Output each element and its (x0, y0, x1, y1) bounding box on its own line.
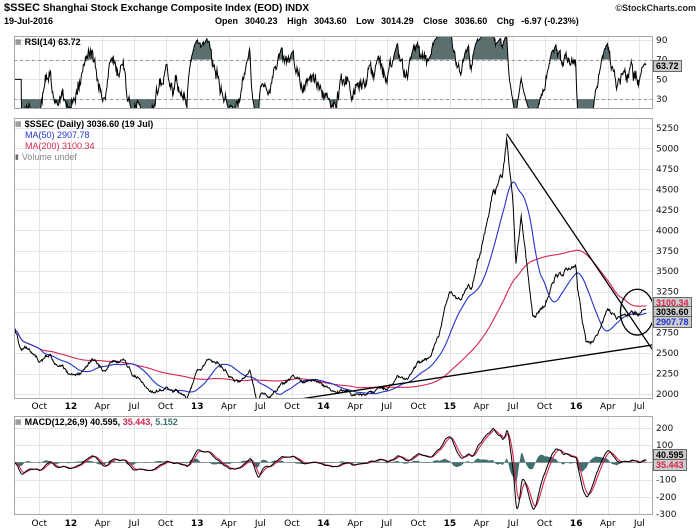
ma50-legend-row: MA(50) 2907.78 (15, 130, 153, 141)
high-value: 3043.60 (314, 16, 347, 26)
copyright: ©StockCharts.com (615, 3, 696, 13)
ma50-legend-label: MA(50) 2907.78 (25, 130, 90, 140)
macd-panel-icon: ▦ (15, 419, 22, 426)
chg-label: Chg (496, 16, 515, 26)
ma200-legend-row: MA(200) 3100.34 (15, 141, 153, 152)
chg-value: -6.97 (-0.23%) (521, 16, 579, 26)
main-legend: ▦ $SSEC (Daily) 3036.60 (19 Jul) MA(50) 2… (15, 119, 153, 163)
macd-legend: ▦ MACD(12,26,9) 40.595, 35.443, 5.152 (15, 417, 178, 428)
rsi-panel-icon: ▦ (15, 39, 22, 46)
page-title: Shanghai Stock Exchange Composite Index … (42, 3, 310, 14)
price-legend-row: ▦ $SSEC (Daily) 3036.60 (19 Jul) (15, 119, 153, 130)
macd-legend-label: MACD(12,26,9) 40.595, (24, 417, 121, 427)
close-label: Close (423, 16, 448, 26)
volume-legend-label: Volume undef (21, 152, 77, 162)
volume-icon: ▮ (15, 154, 19, 161)
macd-signal-legend: 35.443, (122, 417, 153, 427)
ma50-last-value-badge: 2907.78 (653, 316, 692, 328)
signal-last-value-badge: 35.443 (653, 459, 687, 471)
ma200-legend-label: MA(200) 3100.34 (25, 141, 95, 151)
rsi-legend: ▦ RSI(14) 63.72 (15, 37, 81, 48)
macd-hist-legend: 5.152 (155, 417, 178, 427)
chart-date: 19-Jul-2016 (4, 16, 54, 26)
price-legend-label: $SSEC (Daily) 3036.60 (19 Jul) (24, 119, 154, 129)
open-value: 3040.23 (245, 16, 278, 26)
low-label: Low (356, 16, 375, 26)
low-value: 3014.29 (381, 16, 414, 26)
rsi-legend-label: RSI(14) 63.72 (24, 37, 81, 47)
rsi-last-value-badge: 63.72 (653, 60, 682, 72)
main-panel-icon: ▦ (15, 121, 22, 128)
volume-legend-row: ▮ Volume undef (15, 152, 153, 163)
high-label: High (287, 16, 308, 26)
header-line: $SSEC Shanghai Stock Exchange Composite … (4, 2, 309, 14)
symbol: $SSEC (4, 2, 41, 14)
ohlc-row: Open 3040.23 High 3043.60 Low 3014.29 Close… (215, 16, 586, 26)
close-value: 3036.60 (454, 16, 488, 26)
open-label: Open (215, 16, 239, 26)
